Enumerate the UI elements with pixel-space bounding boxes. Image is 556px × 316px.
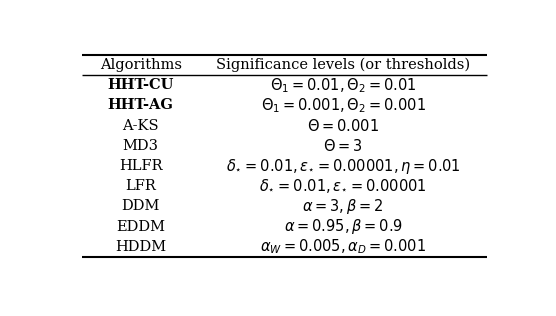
Text: Significance levels (or thresholds): Significance levels (or thresholds) (216, 58, 470, 72)
Text: $\Theta = 0.001$: $\Theta = 0.001$ (307, 118, 379, 134)
Text: HHT-CU: HHT-CU (107, 78, 174, 92)
Text: Algorithms: Algorithms (100, 58, 182, 72)
Text: LFR: LFR (125, 179, 156, 193)
Text: HHT-AG: HHT-AG (108, 99, 173, 112)
Text: $\Theta_1 = 0.001, \Theta_2 = 0.001$: $\Theta_1 = 0.001, \Theta_2 = 0.001$ (261, 96, 425, 115)
Text: $\Theta_1 = 0.01, \Theta_2 = 0.01$: $\Theta_1 = 0.01, \Theta_2 = 0.01$ (270, 76, 416, 94)
Text: $\alpha_W = 0.005, \alpha_D = 0.001$: $\alpha_W = 0.005, \alpha_D = 0.001$ (260, 237, 426, 256)
Text: A-KS: A-KS (122, 118, 159, 133)
Text: MD3: MD3 (123, 139, 158, 153)
Text: EDDM: EDDM (116, 220, 165, 234)
Text: DDM: DDM (121, 199, 160, 213)
Text: HLFR: HLFR (119, 159, 162, 173)
Text: $\delta_{\star} = 0.01, \epsilon_{\star} = 0.00001$: $\delta_{\star} = 0.01, \epsilon_{\star}… (259, 178, 427, 195)
Text: $\delta_{\star} = 0.01, \epsilon_{\star} = 0.00001, \eta = 0.01$: $\delta_{\star} = 0.01, \epsilon_{\star}… (226, 156, 460, 175)
Text: HDDM: HDDM (115, 240, 166, 254)
Text: $\alpha = 3, \beta = 2$: $\alpha = 3, \beta = 2$ (302, 197, 384, 216)
Text: $\alpha = 0.95, \beta = 0.9$: $\alpha = 0.95, \beta = 0.9$ (284, 217, 403, 236)
Text: $\Theta = 3$: $\Theta = 3$ (324, 138, 363, 154)
